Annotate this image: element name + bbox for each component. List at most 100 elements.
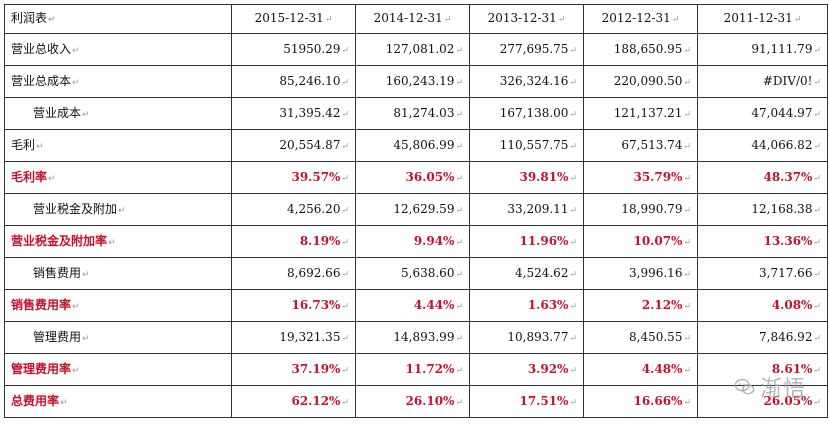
table-cell: 91,111.79↵ — [697, 33, 828, 66]
table-cell-text: 47,044.97 — [751, 105, 813, 120]
table-cell-text: 48.37% — [763, 169, 813, 184]
table-cell-text: 4.08% — [771, 297, 813, 312]
table-cell: 10.07%↵ — [583, 225, 698, 258]
table-cell: 39.57%↵ — [231, 161, 356, 194]
cell-mark-icon: ↵ — [569, 45, 577, 56]
column-header: 2012-12-31↵ — [583, 4, 698, 34]
cell-mark-icon: ↵ — [557, 15, 566, 25]
table-cell: 167,138.00↵ — [469, 97, 584, 130]
table-cell-text: 4,256.20 — [287, 201, 341, 216]
column-header-text: 2012-12-31 — [601, 11, 671, 25]
table-row: 毛利↵ 20,554.87↵ 45,806.99↵ 110,557.75↵ 67,513… — [4, 129, 828, 162]
cell-mark-icon: ↵ — [813, 269, 821, 280]
cell-mark-icon: ↵ — [569, 141, 577, 152]
table-cell: 326,324.16↵ — [469, 65, 584, 98]
cell-mark-icon: ↵ — [341, 45, 349, 56]
cell-mark-icon: ↵ — [455, 77, 463, 88]
cell-mark-icon: ↵ — [569, 333, 577, 344]
table-cell: 8,692.66↵ — [231, 257, 356, 290]
cell-mark-icon: ↵ — [455, 269, 463, 280]
table-cell-text: 220,090.50 — [613, 73, 683, 88]
row-label-text: 营业税金及附加 — [33, 201, 118, 216]
cell-mark-icon: ↵ — [341, 397, 349, 408]
cell-mark-icon: ↵ — [341, 365, 349, 376]
table-cell: 160,243.19↵ — [355, 65, 470, 98]
cell-mark-icon: ↵ — [455, 173, 463, 184]
table-cell-text: 16.73% — [291, 297, 341, 312]
table-cell-text: 44,066.82 — [751, 137, 813, 152]
table-cell: 4.48%↵ — [583, 353, 698, 386]
cell-mark-icon: ↵ — [569, 109, 577, 120]
table-cell-text: 12,629.59 — [393, 201, 455, 216]
row-label-text: 管理费用 — [33, 329, 82, 344]
table-cell-text: 45,806.99 — [393, 137, 455, 152]
table-cell-text: 26.05% — [763, 393, 813, 408]
table-cell: #DIV/0!↵ — [697, 65, 828, 98]
table-cell-text: 127,081.02 — [385, 41, 455, 56]
row-label-text: 总费用率 — [11, 393, 60, 408]
table-cell-text: 10,893.77 — [507, 329, 569, 344]
cell-mark-icon: ↵ — [82, 109, 90, 120]
table-cell: 127,081.02↵ — [355, 33, 470, 66]
table-cell-text: 81,274.03 — [393, 105, 455, 120]
cell-mark-icon: ↵ — [455, 301, 463, 312]
cell-mark-icon: ↵ — [569, 269, 577, 280]
cell-mark-icon: ↵ — [813, 365, 821, 376]
table-cell-text: 31,395.42 — [279, 105, 341, 120]
cell-mark-icon: ↵ — [683, 269, 691, 280]
table-cell-text: 12,168.38 — [751, 201, 813, 216]
cell-mark-icon: ↵ — [48, 173, 56, 184]
table-cell: 33,209.11↵ — [469, 193, 584, 226]
column-header-text: 2013-12-31 — [487, 11, 557, 25]
cell-mark-icon: ↵ — [82, 333, 90, 344]
table-row: 营业总成本↵ 85,246.10↵ 160,243.19↵ 326,324.16↵ 22… — [4, 65, 828, 98]
table-cell-text: 9.94% — [413, 233, 455, 248]
column-header: 2014-12-31↵ — [355, 4, 470, 34]
cell-mark-icon: ↵ — [813, 77, 821, 88]
cell-mark-icon: ↵ — [455, 205, 463, 216]
table-cell-text: 4.48% — [641, 361, 683, 376]
row-label: 毛利率↵ — [4, 161, 232, 194]
table-cell-text: 160,243.19 — [385, 73, 455, 88]
cell-mark-icon: ↵ — [813, 109, 821, 120]
row-label: 营业税金及附加↵ — [4, 193, 232, 226]
cell-mark-icon: ↵ — [48, 15, 56, 25]
table-cell: 13.36%↵ — [697, 225, 828, 258]
table-cell-text: 4.44% — [413, 297, 455, 312]
row-label: 销售费用率↵ — [4, 289, 232, 322]
table-cell-text: 8.19% — [299, 233, 341, 248]
table-cell: 85,246.10↵ — [231, 65, 356, 98]
table-cell: 3,717.66↵ — [697, 257, 828, 290]
table-cell-text: 26.10% — [405, 393, 455, 408]
cell-mark-icon: ↵ — [569, 205, 577, 216]
table-row: 营业总收入↵ 51950.29↵ 127,081.02↵ 277,695.75↵ 188… — [4, 33, 828, 66]
column-header-text: 2011-12-31 — [723, 11, 793, 25]
table-cell-text: 3,717.66 — [759, 265, 813, 280]
table-cell: 277,695.75↵ — [469, 33, 584, 66]
cell-mark-icon: ↵ — [813, 237, 821, 248]
cell-mark-icon: ↵ — [683, 173, 691, 184]
cell-mark-icon: ↵ — [683, 77, 691, 88]
header-row: 利润表↵ 2015-12-31↵ 2014-12-31↵ 2013-12-31↵ 201… — [4, 4, 828, 34]
cell-mark-icon: ↵ — [341, 333, 349, 344]
cell-mark-icon: ↵ — [683, 397, 691, 408]
table-cell-text: 11.96% — [519, 233, 569, 248]
table-cell: 39.81%↵ — [469, 161, 584, 194]
table-row: 营业税金及附加率↵ 8.19%↵ 9.94%↵ 11.96%↵ 10.07%↵ 13.36… — [4, 225, 828, 258]
table-row: 营业税金及附加↵ 4,256.20↵ 12,629.59↵ 33,209.11↵ 18,… — [4, 193, 828, 226]
cell-mark-icon: ↵ — [671, 15, 680, 25]
cell-mark-icon: ↵ — [683, 333, 691, 344]
table-cell: 110,557.75↵ — [469, 129, 584, 162]
row-label-text: 毛利率 — [11, 169, 48, 184]
table-cell-text: 3,996.16 — [629, 265, 683, 280]
cell-mark-icon: ↵ — [118, 205, 126, 216]
cell-mark-icon: ↵ — [341, 141, 349, 152]
table-cell: 188,650.95↵ — [583, 33, 698, 66]
row-label: 销售费用↵ — [4, 257, 232, 290]
table-row: 销售费用率↵ 16.73%↵ 4.44%↵ 1.63%↵ 2.12%↵ 4.08%↵ — [4, 289, 828, 322]
table-cell-text: 8.61% — [771, 361, 813, 376]
table-cell-text: 7,846.92 — [759, 329, 813, 344]
cell-mark-icon: ↵ — [683, 205, 691, 216]
table-cell: 4.44%↵ — [355, 289, 470, 322]
cell-mark-icon: ↵ — [455, 365, 463, 376]
